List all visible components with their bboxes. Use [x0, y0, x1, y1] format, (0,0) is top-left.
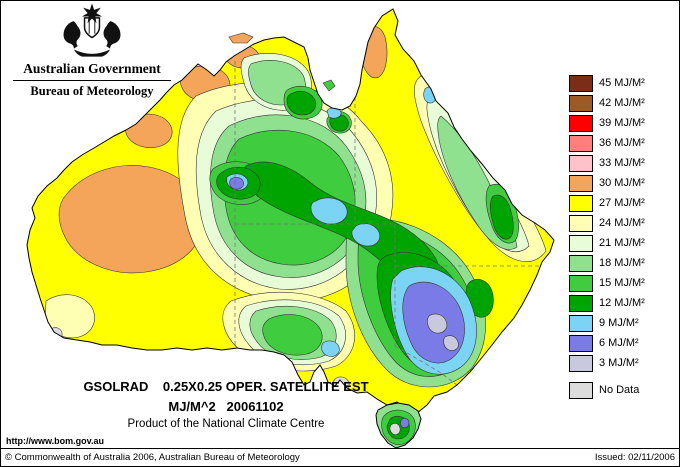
legend-swatch	[569, 254, 593, 272]
region-3mj	[427, 313, 459, 351]
legend-item: No Data	[569, 380, 645, 400]
legend-swatch	[569, 354, 593, 372]
legend-label: 30 MJ/M²	[599, 177, 645, 189]
footer-url: http://www.bom.gov.au	[6, 436, 104, 446]
mainland-coastline	[26, 8, 555, 414]
government-title: Australian Government	[23, 61, 161, 76]
legend-label: 42 MJ/M²	[599, 97, 645, 109]
legend-label: No Data	[599, 384, 640, 396]
coat-of-arms-icon	[63, 3, 121, 57]
legend-label: 24 MJ/M²	[599, 217, 645, 229]
legend-item: 3 MJ/M²	[569, 353, 645, 373]
bureau-title: Bureau of Meteorology	[30, 84, 154, 98]
legend-item: 45 MJ/M²	[569, 73, 645, 93]
tasmania	[375, 402, 422, 449]
legend-swatch	[569, 134, 593, 152]
legend-item: 18 MJ/M²	[569, 253, 645, 273]
footer-issued: Issued: 02/11/2006	[594, 452, 675, 463]
islands	[228, 32, 336, 92]
legend-swatch	[569, 94, 593, 112]
legend-swatch	[569, 314, 593, 332]
legend-label: 36 MJ/M²	[599, 137, 645, 149]
caption-product-line: GSOLRAD 0.25X0.25 OPER. SATELLITE EST	[83, 379, 369, 394]
state-borders	[234, 61, 539, 386]
legend-label: 27 MJ/M²	[599, 197, 645, 209]
footer-copyright: © Commonwealth of Australia 2006, Austra…	[5, 452, 300, 463]
header: Australian Government Bureau of Meteorol…	[7, 3, 177, 99]
legend: 45 MJ/M² 42 MJ/M² 39 MJ/M² 36 MJ/M² 33 MJ/M²…	[569, 73, 645, 400]
legend-swatch	[569, 214, 593, 232]
legend-item: 24 MJ/M²	[569, 213, 645, 233]
legend-item: 36 MJ/M²	[569, 133, 645, 153]
legend-swatch	[569, 274, 593, 292]
legend-label: 21 MJ/M²	[599, 237, 645, 249]
legend-label: 45 MJ/M²	[599, 77, 645, 89]
legend-item: 33 MJ/M²	[569, 153, 645, 173]
legend-label: 39 MJ/M²	[599, 117, 645, 129]
mainland-regions	[26, 8, 555, 414]
legend-swatch	[569, 381, 593, 399]
legend-item: 9 MJ/M²	[569, 313, 645, 333]
legend-swatch	[569, 74, 593, 92]
legend-label: 33 MJ/M²	[599, 157, 645, 169]
legend-label: 12 MJ/M²	[599, 297, 645, 309]
footer-bar: © Commonwealth of Australia 2006, Austra…	[1, 448, 679, 466]
legend-label: 3 MJ/M²	[599, 357, 639, 369]
map-caption: GSOLRAD 0.25X0.25 OPER. SATELLITE EST MJ…	[61, 379, 391, 430]
legend-item: 27 MJ/M²	[569, 193, 645, 213]
legend-item: 39 MJ/M²	[569, 113, 645, 133]
legend-item: 42 MJ/M²	[569, 93, 645, 113]
legend-item: 12 MJ/M²	[569, 293, 645, 313]
legend-label: 9 MJ/M²	[599, 317, 639, 329]
solar-contour-regions	[44, 25, 547, 391]
legend-item: 21 MJ/M²	[569, 233, 645, 253]
legend-label: 6 MJ/M²	[599, 337, 639, 349]
caption-units-date-line: MJ/M^2 20061102	[168, 399, 284, 414]
legend-label: 18 MJ/M²	[599, 257, 645, 269]
legend-swatch	[569, 334, 593, 352]
legend-swatch	[569, 294, 593, 312]
legend-item: 30 MJ/M²	[569, 173, 645, 193]
caption-source-line: Product of the National Climate Centre	[127, 418, 325, 430]
legend-item: 15 MJ/M²	[569, 273, 645, 293]
legend-swatch	[569, 154, 593, 172]
legend-item: 6 MJ/M²	[569, 333, 645, 353]
legend-swatch	[569, 114, 593, 132]
legend-label: 15 MJ/M²	[599, 277, 645, 289]
legend-swatch	[569, 234, 593, 252]
tasmania-coastline	[375, 402, 422, 449]
legend-swatch	[569, 194, 593, 212]
legend-swatch	[569, 174, 593, 192]
legend-items: 45 MJ/M² 42 MJ/M² 39 MJ/M² 36 MJ/M² 33 MJ/M²…	[569, 73, 645, 400]
header-divider	[13, 80, 171, 81]
